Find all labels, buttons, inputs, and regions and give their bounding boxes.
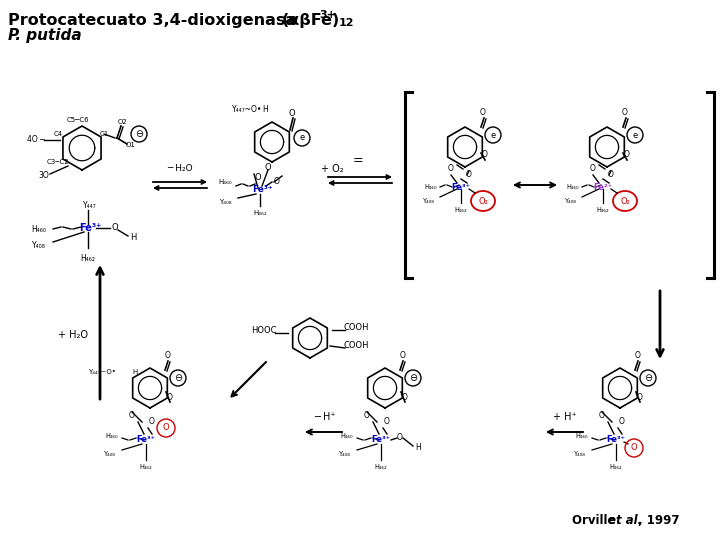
- Text: =: =: [353, 154, 364, 167]
- Text: O₂: O₂: [478, 197, 488, 206]
- Text: H₄₆₂: H₄₆₂: [140, 464, 153, 470]
- Text: (αβFe: (αβFe: [282, 13, 333, 28]
- Text: O: O: [624, 150, 630, 159]
- Text: + H⁺: + H⁺: [553, 412, 577, 422]
- Text: O: O: [622, 108, 628, 117]
- Text: Orville: Orville: [572, 514, 620, 527]
- Text: e: e: [490, 131, 495, 139]
- Text: Y₄₀₈: Y₄₀₈: [423, 198, 435, 204]
- Text: O: O: [635, 351, 641, 360]
- Text: ─ H₂O: ─ H₂O: [167, 164, 193, 173]
- Text: O: O: [149, 417, 155, 426]
- Text: H₄₆₀: H₄₆₀: [424, 184, 437, 190]
- Text: HOOC: HOOC: [251, 326, 276, 335]
- Text: O₂: O₂: [620, 197, 630, 206]
- Text: H₄₆₀: H₄₆₀: [341, 433, 353, 439]
- Text: O1: O1: [126, 142, 136, 148]
- Text: O: O: [397, 434, 403, 442]
- Text: Fe³⁺: Fe³⁺: [78, 223, 102, 233]
- Text: Y₄₀₈: Y₄₀₈: [565, 198, 577, 204]
- Text: O: O: [590, 164, 596, 173]
- Text: Fe³⁺: Fe³⁺: [606, 435, 626, 444]
- Text: H₄₆₂: H₄₆₂: [610, 464, 622, 470]
- Text: C4: C4: [53, 131, 63, 137]
- Text: e: e: [300, 133, 305, 143]
- Text: P. putida: P. putida: [8, 28, 81, 43]
- Text: H₄₆₀: H₄₆₀: [575, 433, 588, 439]
- Text: ─ H⁺: ─ H⁺: [314, 412, 336, 422]
- Text: O: O: [364, 411, 370, 420]
- Text: + O₂: + O₂: [320, 164, 343, 174]
- Text: O: O: [167, 393, 173, 402]
- Text: H: H: [415, 443, 420, 453]
- Text: C1: C1: [99, 131, 109, 137]
- Text: O: O: [265, 164, 271, 172]
- Text: Fe³⁺: Fe³⁺: [252, 186, 272, 194]
- Text: O: O: [402, 393, 408, 402]
- Text: O: O: [637, 393, 643, 402]
- Text: Y₄₄₇~O•: Y₄₄₇~O•: [89, 369, 116, 375]
- Text: O: O: [480, 108, 486, 117]
- Text: C5─C6: C5─C6: [67, 117, 89, 123]
- Text: e: e: [632, 131, 638, 139]
- Text: H₄₆₀: H₄₆₀: [218, 179, 232, 185]
- Text: et al.: et al.: [608, 514, 642, 527]
- Text: O: O: [384, 417, 390, 426]
- Text: 12: 12: [339, 18, 354, 28]
- Text: ⊖: ⊖: [135, 129, 143, 139]
- Text: O: O: [274, 178, 280, 186]
- Text: H₄₆₂: H₄₆₂: [454, 207, 467, 213]
- Text: O: O: [129, 411, 135, 420]
- Text: O: O: [448, 164, 454, 173]
- Text: ): ): [332, 13, 339, 28]
- Text: C3─C2: C3─C2: [47, 159, 69, 165]
- Text: Fe³⁺: Fe³⁺: [451, 183, 470, 192]
- Text: H₄₆₂: H₄₆₂: [81, 254, 96, 263]
- Text: O: O: [466, 170, 472, 179]
- Text: H₄₆₀: H₄₆₀: [31, 226, 46, 234]
- Text: H: H: [130, 233, 136, 242]
- Text: Fe²⁺: Fe²⁺: [593, 183, 613, 192]
- Text: Y₄₀₈: Y₄₀₈: [339, 451, 351, 457]
- Text: ⊖: ⊖: [644, 373, 652, 383]
- Text: O: O: [619, 417, 625, 426]
- Text: Fe³⁺: Fe³⁺: [372, 435, 390, 444]
- Text: O: O: [112, 224, 119, 233]
- Text: Protocatecuato 3,4-dioxigenasa: Protocatecuato 3,4-dioxigenasa: [8, 13, 296, 28]
- Text: Y₄₄₇~O•: Y₄₄₇~O•: [232, 105, 262, 114]
- Text: Y₄₀₈: Y₄₀₈: [104, 451, 116, 457]
- Text: Y₄₀₈: Y₄₀₈: [574, 451, 586, 457]
- Text: O: O: [165, 351, 171, 360]
- Text: Y₄₀₈: Y₄₀₈: [220, 199, 232, 205]
- Text: Fe³⁺: Fe³⁺: [137, 435, 156, 444]
- Text: Y₄₀₈: Y₄₀₈: [32, 241, 46, 251]
- Text: H₄₆₀: H₄₆₀: [105, 433, 118, 439]
- Text: O: O: [599, 411, 605, 420]
- Text: O: O: [289, 110, 295, 118]
- Text: 3O: 3O: [39, 172, 50, 180]
- Text: O: O: [163, 423, 169, 433]
- Text: COOH: COOH: [343, 341, 369, 350]
- Text: COOH: COOH: [343, 323, 369, 332]
- Text: O2: O2: [118, 119, 128, 125]
- Text: ⊖: ⊖: [174, 373, 182, 383]
- Text: O: O: [400, 351, 406, 360]
- Text: H₄₆₂: H₄₆₂: [374, 464, 387, 470]
- Text: ⊖: ⊖: [409, 373, 417, 383]
- Text: , 1997: , 1997: [638, 514, 680, 527]
- Text: H₄₆₀: H₄₆₀: [567, 184, 579, 190]
- Text: H: H: [262, 105, 268, 114]
- Text: O: O: [608, 170, 614, 179]
- Text: H: H: [132, 369, 138, 375]
- Text: H₄₆₂: H₄₆₂: [253, 210, 267, 216]
- Text: 3+: 3+: [319, 10, 336, 20]
- Text: + H₂O: + H₂O: [58, 330, 88, 340]
- Text: O: O: [482, 150, 488, 159]
- Text: Y₄₄₇: Y₄₄₇: [84, 201, 96, 211]
- Text: O: O: [255, 173, 261, 183]
- Text: O: O: [631, 443, 637, 453]
- Text: 4O ─: 4O ─: [27, 136, 45, 145]
- Text: H₄₆₂: H₄₆₂: [597, 207, 609, 213]
